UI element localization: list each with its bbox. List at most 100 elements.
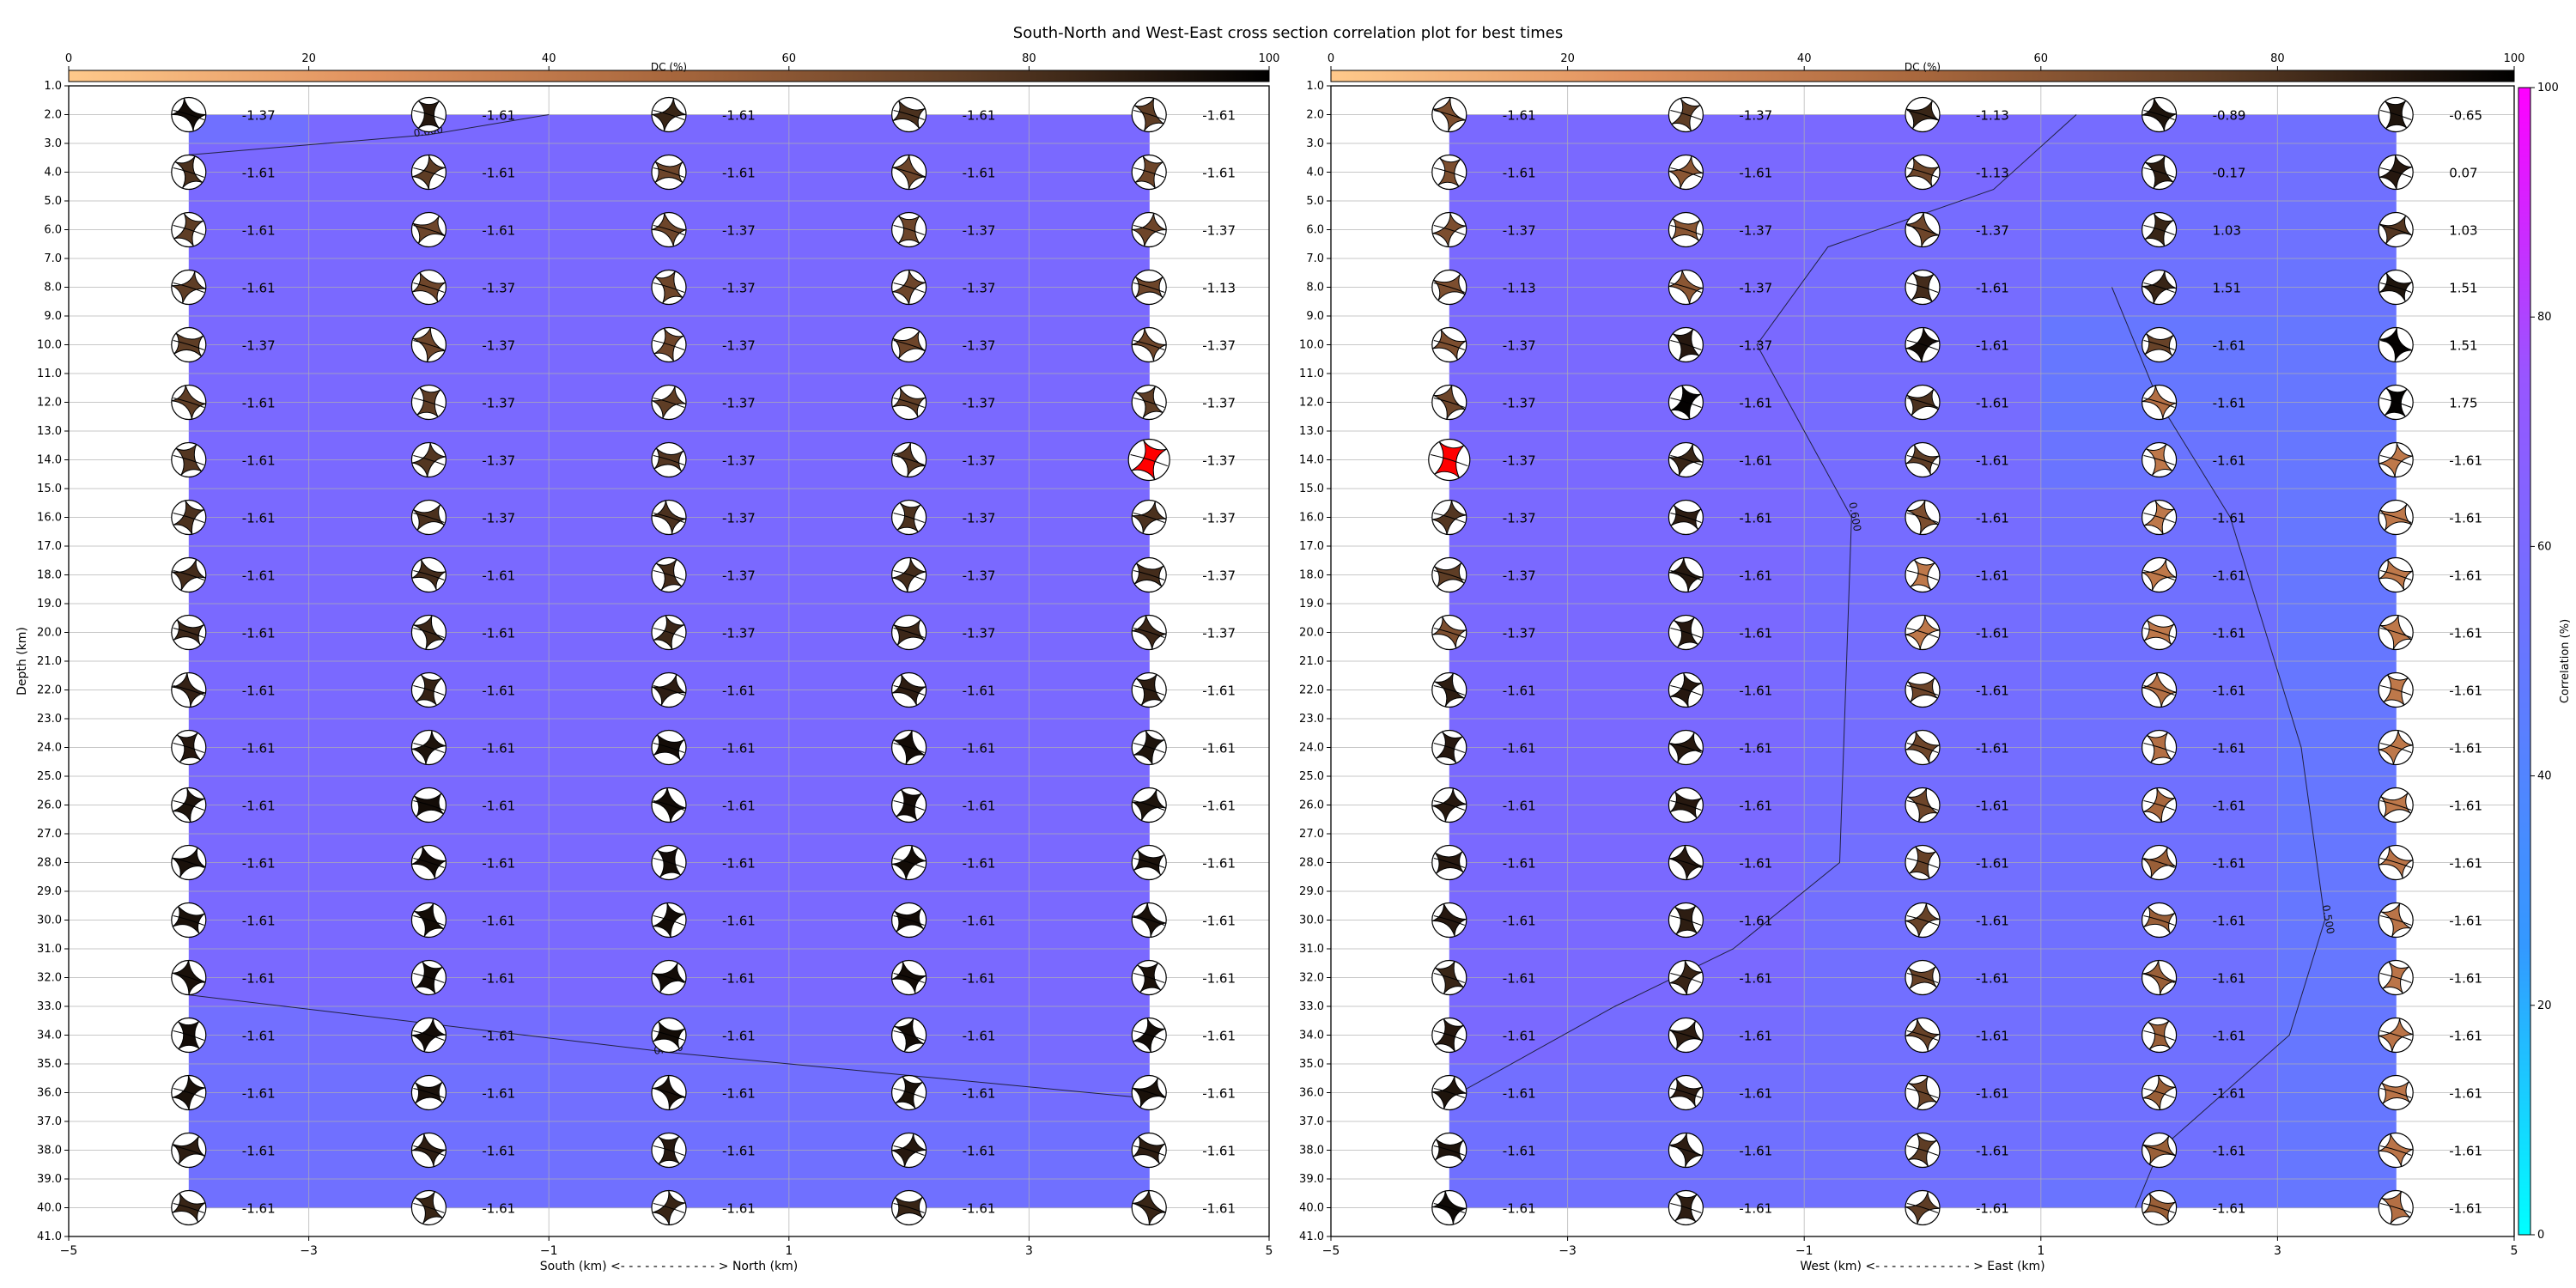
beachball-nodal-plane bbox=[1906, 800, 1939, 811]
beachball bbox=[1131, 1074, 1167, 1111]
beachball bbox=[171, 1074, 207, 1111]
beachball bbox=[1905, 499, 1941, 536]
beachball-nodal-plane bbox=[2143, 340, 2175, 350]
beachball-nodal-plane bbox=[893, 915, 925, 926]
beachball bbox=[171, 96, 207, 133]
beachball bbox=[171, 1189, 207, 1226]
time-shift-label: -1.37 bbox=[482, 511, 515, 526]
beachball bbox=[2142, 441, 2178, 478]
beachball-nodal-plane bbox=[1906, 570, 1939, 580]
y-tick-label: 18.0 bbox=[37, 569, 62, 582]
beachball-nodal-plane bbox=[1133, 570, 1165, 580]
beachball-nodal-plane bbox=[893, 1145, 925, 1156]
beachball bbox=[410, 269, 447, 306]
beachball-nodal-plane bbox=[893, 685, 925, 696]
beachball bbox=[171, 384, 207, 421]
time-shift-label: 1.03 bbox=[2449, 223, 2477, 239]
x-axis-label: West (km) <- - - - - - - - - - - - > Eas… bbox=[1800, 1260, 2044, 1273]
beachball bbox=[2378, 384, 2414, 421]
y-tick-label: 12.0 bbox=[1299, 397, 1324, 410]
beachball bbox=[410, 211, 447, 248]
y-tick-label: 19.0 bbox=[37, 598, 62, 611]
y-tick-label: 20.0 bbox=[37, 627, 62, 640]
beachball-nodal-plane bbox=[173, 225, 204, 235]
y-tick-label: 38.0 bbox=[37, 1145, 62, 1157]
beachball bbox=[1905, 1132, 1941, 1169]
y-tick-label: 39.0 bbox=[37, 1173, 62, 1186]
time-shift-label: -1.37 bbox=[1503, 453, 1536, 469]
y-tick-label: 40.0 bbox=[37, 1202, 62, 1215]
beachball bbox=[890, 729, 927, 766]
beachball bbox=[1905, 1074, 1941, 1111]
time-shift-label: -1.61 bbox=[2449, 683, 2482, 699]
beachballs: -1.61 -1.37 -1.13 -0.89 -0.65 -1.61 -1.61 -1.13… bbox=[1428, 96, 2482, 1226]
y-tick-label: 15.0 bbox=[37, 483, 62, 495]
y-tick-label: 27.0 bbox=[37, 828, 62, 841]
x-tick-label: 3 bbox=[1025, 1244, 1033, 1258]
beachball-nodal-plane bbox=[2143, 283, 2175, 293]
time-shift-label: -1.61 bbox=[242, 453, 276, 469]
beachball-nodal-plane bbox=[2380, 225, 2412, 235]
beachball bbox=[2142, 614, 2178, 651]
y-tick-label: 13.0 bbox=[1299, 425, 1324, 438]
time-shift-label: -1.37 bbox=[1202, 453, 1236, 469]
time-shift-label: -1.61 bbox=[963, 971, 996, 987]
time-shift-label: -1.37 bbox=[963, 453, 996, 469]
time-shift-label: -1.61 bbox=[2449, 856, 2482, 872]
beachball bbox=[410, 671, 447, 708]
beachball-nodal-plane bbox=[653, 1145, 685, 1156]
beachball-nodal-plane bbox=[1906, 1203, 1939, 1213]
time-shift-label: -1.61 bbox=[242, 741, 276, 756]
beachball-nodal-plane bbox=[2143, 1030, 2175, 1041]
beachball bbox=[651, 614, 687, 651]
beachball-nodal-plane bbox=[1133, 1088, 1165, 1098]
beachball-nodal-plane bbox=[653, 628, 685, 638]
beachball-nodal-plane bbox=[1433, 398, 1465, 408]
time-shift-label: -1.61 bbox=[242, 856, 276, 872]
y-tick-label: 3.0 bbox=[44, 137, 62, 150]
beachball-nodal-plane bbox=[1670, 973, 1702, 983]
beachball-nodal-plane bbox=[413, 283, 445, 293]
beachball-nodal-plane bbox=[173, 1088, 204, 1098]
beachball-nodal-plane bbox=[1433, 685, 1465, 696]
time-shift-label: -1.37 bbox=[722, 568, 756, 584]
beachball bbox=[1131, 671, 1167, 708]
beachball-nodal-plane bbox=[1670, 628, 1702, 638]
time-shift-label: -1.61 bbox=[1739, 1086, 1772, 1102]
beachball bbox=[1905, 787, 1941, 823]
y-tick-label: 28.0 bbox=[1299, 857, 1324, 870]
beachball bbox=[1431, 902, 1467, 939]
beachball bbox=[2142, 1132, 2178, 1169]
beachball-nodal-plane bbox=[2380, 800, 2412, 811]
time-shift-label: -1.61 bbox=[242, 626, 276, 641]
grid bbox=[1330, 85, 2515, 1237]
beachball-nodal-plane bbox=[1433, 973, 1465, 983]
beachball-nodal-plane bbox=[653, 800, 685, 811]
beachball bbox=[1668, 844, 1704, 881]
beachball-nodal-plane bbox=[413, 1203, 445, 1213]
beachball-nodal-plane bbox=[1133, 915, 1165, 926]
y-tick-label: 32.0 bbox=[37, 972, 62, 985]
beachball bbox=[410, 441, 447, 478]
time-shift-label: -1.61 bbox=[2213, 799, 2246, 814]
beachball-nodal-plane bbox=[413, 973, 445, 983]
beachball bbox=[171, 154, 207, 191]
beachball bbox=[1431, 729, 1467, 766]
beachball bbox=[2378, 1074, 2414, 1111]
time-shift-label: -1.37 bbox=[1503, 568, 1536, 584]
beachball-nodal-plane bbox=[413, 398, 445, 408]
x-tick-label: −3 bbox=[1558, 1244, 1577, 1258]
beachball-nodal-plane bbox=[2380, 915, 2412, 926]
beachball bbox=[1431, 1017, 1467, 1054]
beachball-nodal-plane bbox=[1133, 1203, 1165, 1213]
beachball bbox=[1431, 1189, 1467, 1226]
beachball bbox=[651, 1074, 687, 1111]
beachball bbox=[1131, 384, 1167, 421]
y-tick-label: 20.0 bbox=[1299, 627, 1324, 640]
y-tick-label: 2.0 bbox=[1306, 109, 1324, 122]
time-shift-label: -1.37 bbox=[1503, 338, 1536, 354]
time-shift-label: -1.61 bbox=[1503, 971, 1536, 987]
y-tick-label: 5.0 bbox=[44, 195, 62, 208]
beachball bbox=[1131, 326, 1167, 363]
y-tick-label: 29.0 bbox=[37, 885, 62, 898]
